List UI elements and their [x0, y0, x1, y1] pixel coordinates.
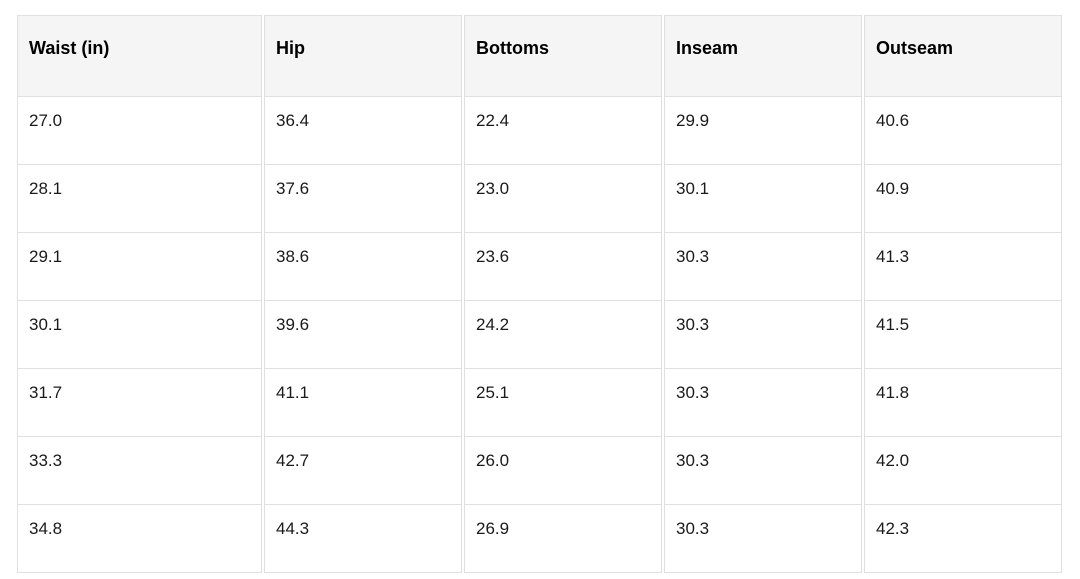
table-row: 33.3 42.7 26.0 30.3 42.0: [17, 437, 1062, 505]
size-chart-table: Waist (in) Hip Bottoms Inseam Outseam 27…: [15, 15, 1064, 573]
table-row: 30.1 39.6 24.2 30.3 41.5: [17, 301, 1062, 369]
table-cell: 30.3: [664, 233, 862, 301]
table-cell: 25.1: [464, 369, 662, 437]
table-row: 31.7 41.1 25.1 30.3 41.8: [17, 369, 1062, 437]
header-row: Waist (in) Hip Bottoms Inseam Outseam: [17, 15, 1062, 97]
table-row: 28.1 37.6 23.0 30.1 40.9: [17, 165, 1062, 233]
table-cell: 22.4: [464, 97, 662, 165]
table-cell: 26.9: [464, 505, 662, 573]
size-chart-page: Waist (in) Hip Bottoms Inseam Outseam 27…: [0, 15, 1080, 579]
table-cell: 40.6: [864, 97, 1062, 165]
column-header-outseam: Outseam: [864, 15, 1062, 97]
table-cell: 42.7: [264, 437, 462, 505]
table-cell: 27.0: [17, 97, 262, 165]
table-cell: 36.4: [264, 97, 462, 165]
table-cell: 30.3: [664, 437, 862, 505]
column-header-hip: Hip: [264, 15, 462, 97]
table-row: 34.8 44.3 26.9 30.3 42.3: [17, 505, 1062, 573]
table-cell: 41.5: [864, 301, 1062, 369]
table-cell: 44.3: [264, 505, 462, 573]
table-cell: 34.8: [17, 505, 262, 573]
table-cell: 41.3: [864, 233, 1062, 301]
table-row: 29.1 38.6 23.6 30.3 41.3: [17, 233, 1062, 301]
table-cell: 29.1: [17, 233, 262, 301]
table-cell: 37.6: [264, 165, 462, 233]
table-cell: 30.1: [17, 301, 262, 369]
table-cell: 30.1: [664, 165, 862, 233]
table-cell: 26.0: [464, 437, 662, 505]
table-cell: 39.6: [264, 301, 462, 369]
table-cell: 29.9: [664, 97, 862, 165]
table-cell: 33.3: [17, 437, 262, 505]
table-cell: 30.3: [664, 369, 862, 437]
column-header-inseam: Inseam: [664, 15, 862, 97]
table-cell: 42.3: [864, 505, 1062, 573]
table-cell: 40.9: [864, 165, 1062, 233]
table-cell: 23.0: [464, 165, 662, 233]
table-cell: 24.2: [464, 301, 662, 369]
table-row: 27.0 36.4 22.4 29.9 40.6: [17, 97, 1062, 165]
table-cell: 28.1: [17, 165, 262, 233]
table-cell: 42.0: [864, 437, 1062, 505]
column-header-bottoms: Bottoms: [464, 15, 662, 97]
table-cell: 23.6: [464, 233, 662, 301]
table-cell: 30.3: [664, 301, 862, 369]
column-header-waist: Waist (in): [17, 15, 262, 97]
table-cell: 31.7: [17, 369, 262, 437]
table-cell: 30.3: [664, 505, 862, 573]
table-cell: 41.1: [264, 369, 462, 437]
table-cell: 41.8: [864, 369, 1062, 437]
table-cell: 38.6: [264, 233, 462, 301]
